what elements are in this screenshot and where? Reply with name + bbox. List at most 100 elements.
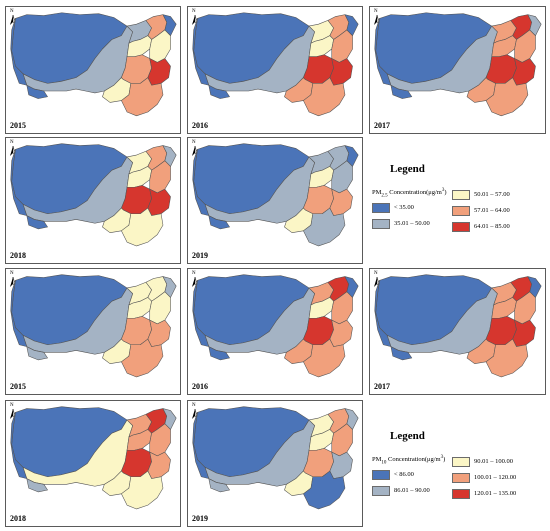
unit-superscript: 3: [441, 188, 445, 193]
region-map: [192, 406, 359, 510]
legend-swatch-2: [372, 219, 390, 229]
region-south: [121, 77, 164, 117]
region-southeast: [512, 319, 536, 347]
region-east-edge: [344, 14, 359, 36]
year-label: 2017: [374, 382, 390, 391]
region-east-edge: [162, 14, 177, 36]
legend-swatch-1: [372, 470, 390, 480]
north-label: N: [10, 140, 14, 145]
region-southeast: [147, 319, 171, 347]
region-far-west-lower: [390, 84, 413, 99]
north-label: N: [10, 9, 14, 14]
legend-pm25: Legend PM2.5 Concentration(μg/m3) < 35.00 3…: [370, 163, 546, 255]
region-map: [10, 406, 177, 510]
legend-swatch-4: [452, 473, 470, 483]
map-panel-pm10-2017: N 2017: [369, 268, 546, 395]
region-south: [121, 207, 164, 247]
region-mideast: [331, 423, 353, 457]
region-southeast: [147, 58, 171, 86]
year-label: 2018: [10, 251, 26, 260]
north-label: N: [192, 403, 196, 408]
region-far-west-lower: [26, 215, 48, 230]
map-panel-pm25-2015: N 2015: [5, 6, 181, 134]
map-panel-pm10-2018: N 2018: [5, 400, 181, 527]
region-mideast: [331, 29, 353, 63]
region-map: [192, 274, 359, 378]
region-south: [485, 338, 529, 378]
region-mideast: [149, 29, 171, 63]
pm-prefix: PM: [372, 189, 382, 197]
region-mideast: [149, 423, 171, 457]
region-map: [374, 274, 542, 378]
region-map: [192, 12, 359, 117]
region-south: [121, 338, 164, 378]
region-mideast: [514, 291, 536, 325]
region-mideast: [331, 160, 353, 194]
pm-subscript: 2.5: [381, 193, 388, 199]
region-south: [303, 470, 346, 510]
region-map: [192, 143, 359, 247]
map-panel-pm10-2019: N 2019: [187, 400, 363, 527]
legend-swatch-2: [372, 486, 390, 496]
region-far-west-lower: [208, 215, 230, 230]
region-southeast: [329, 58, 353, 86]
north-label: N: [10, 271, 14, 276]
pm-prefix: PM: [372, 456, 382, 464]
legend-label-1: < 35.00: [394, 203, 414, 211]
year-label: 2019: [192, 514, 208, 523]
legend-label-2: 86.01 – 90.00: [394, 486, 430, 494]
region-far-west-lower: [390, 346, 413, 361]
north-label: N: [374, 271, 378, 276]
map-panel-pm10-2016: N 2016: [187, 268, 363, 395]
legend-label-5: 64.01 – 85.00: [474, 222, 510, 230]
region-mideast: [149, 160, 171, 194]
closing-paren: ): [443, 456, 446, 464]
legend-label-3: 50.01 – 57.00: [474, 190, 510, 198]
map-panel-pm25-2018: N 2018: [5, 137, 181, 264]
closing-paren: ): [444, 189, 447, 197]
legend-label-3: 90.01 – 100.00: [474, 457, 513, 465]
map-panel-pm25-2017: N 2017: [369, 6, 546, 134]
region-south: [485, 77, 529, 117]
region-southeast: [512, 58, 536, 86]
year-label: 2016: [192, 121, 208, 130]
legend-label-4: 57.01 – 64.00: [474, 206, 510, 214]
region-southeast: [329, 319, 353, 347]
region-east-edge: [162, 145, 177, 167]
legend-swatch-5: [452, 222, 470, 232]
region-southeast: [329, 451, 353, 479]
legend-title: Legend: [390, 163, 425, 175]
year-label: 2018: [10, 514, 26, 523]
year-label: 2019: [192, 251, 208, 260]
legend-swatch-5: [452, 489, 470, 499]
region-mideast: [149, 291, 171, 325]
north-label: N: [374, 9, 378, 14]
legend-label-4: 100.01 – 120.00: [474, 473, 517, 481]
region-far-west-lower: [208, 478, 230, 493]
region-far-west-lower: [208, 346, 230, 361]
legend-swatch-3: [452, 457, 470, 467]
legend-label-2: 35.01 – 50.00: [394, 219, 430, 227]
region-east-edge: [344, 408, 359, 430]
region-map: [10, 143, 177, 247]
year-label: 2016: [192, 382, 208, 391]
concentration-label: PM2.5 Concentration(μg/m3): [372, 188, 447, 198]
region-southeast: [147, 451, 171, 479]
legend-swatch-1: [372, 203, 390, 213]
concentration-text: Concentration(μg/m: [386, 456, 441, 464]
year-label: 2017: [374, 121, 390, 130]
north-arrow-icon: N: [9, 9, 17, 25]
legend-label-1: < 86.00: [394, 470, 414, 478]
year-label: 2015: [10, 121, 26, 130]
legend-title: Legend: [390, 430, 425, 442]
unit-superscript: 3: [440, 455, 444, 460]
map-panel-pm25-2016: N 2016: [187, 6, 363, 134]
region-map: [374, 12, 542, 117]
region-south: [303, 207, 346, 247]
region-southeast: [329, 188, 353, 216]
region-east-edge: [527, 276, 542, 298]
north-label: N: [192, 9, 196, 14]
region-southeast: [147, 188, 171, 216]
year-label: 2015: [10, 382, 26, 391]
region-east-edge: [162, 408, 177, 430]
